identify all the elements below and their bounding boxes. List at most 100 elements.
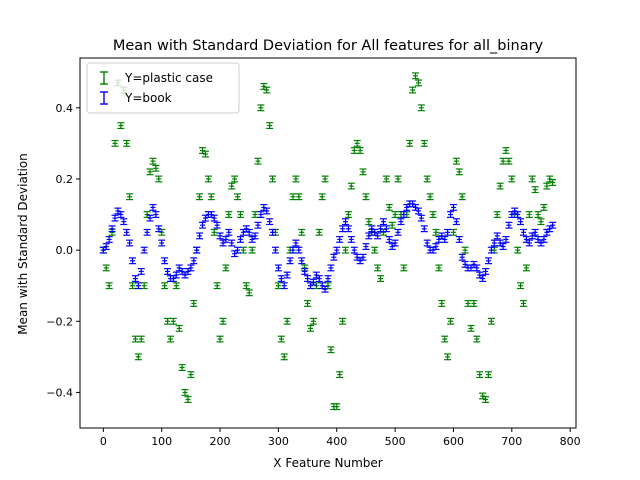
error-bar-point [385,235,393,243]
error-bar-point [143,228,151,236]
error-bar-point [257,211,265,218]
error-bar-point [251,211,259,218]
error-bar-point [190,257,198,265]
error-bar-point [309,317,317,325]
error-bar-point [306,324,314,332]
error-bar-point [455,235,463,243]
error-bar-point [493,232,501,240]
error-bar-point [528,175,536,183]
plot-marks [99,72,557,411]
error-bar-point [444,228,452,236]
error-bar-point [388,221,396,229]
legend-label: Y=plastic case [124,71,213,85]
error-bar-point [409,86,417,94]
error-bar-point [377,225,385,233]
legend-swatch [100,91,108,105]
error-bar-point [531,228,539,236]
error-bar-point [417,104,425,112]
error-bar-point [342,246,350,254]
error-bar-point [429,211,437,218]
error-bar-point [487,246,495,254]
error-bar-point [201,150,209,158]
error-bar-point [397,218,405,226]
error-bar-point [236,235,244,243]
x-tick-label: 700 [501,435,522,448]
error-bar-point [152,164,160,172]
error-bar-point [225,228,233,236]
error-bar-point [289,246,297,254]
error-bar-point [196,232,204,240]
error-bar-point [362,243,370,251]
y-tick-label: 0.2 [56,173,74,186]
series-2 [99,200,557,293]
error-bar-point [391,239,399,247]
error-bar-point [379,218,387,226]
error-bar-point [537,218,545,226]
x-ticks: 0 100 200 300 400 500 600 700 800 [100,428,581,448]
error-bar-point [155,225,163,233]
error-bar-point [543,182,551,190]
error-bar-point [315,228,323,236]
error-bar-point [280,282,288,290]
error-bar-point [236,211,244,218]
error-bar-point [178,364,186,371]
error-bar-point [248,246,256,254]
legend-label: Y=book [124,91,172,105]
error-bar-point [289,193,297,201]
error-bar-point [146,214,154,222]
error-bar-point [519,300,527,307]
error-bar-point [304,300,312,307]
error-bar-point [117,122,125,130]
error-bar-point [161,257,169,265]
x-tick-label: 300 [268,435,289,448]
error-bar-point [400,264,408,272]
legend-swatch [100,71,108,85]
error-bar-point [455,168,463,176]
error-bar-point [353,139,361,147]
error-bar-point [400,211,408,218]
error-bar-point [414,79,422,87]
error-bar-point [377,275,385,283]
error-bar-point [137,335,145,343]
error-bar-point [467,324,475,332]
error-bar-point [502,147,510,154]
error-bar-point [356,147,364,154]
error-bar-point [134,353,142,361]
error-bar-point [245,289,253,297]
error-bar-point [251,232,259,240]
error-bar-point [371,246,379,254]
error-bar-point [181,271,189,279]
error-bar-point [318,193,326,201]
y-tick-label: −0.4 [46,386,73,399]
error-bar-point [336,235,344,243]
error-bar-point [187,264,195,272]
error-bar-point [339,317,347,325]
error-bar-point [269,228,277,236]
error-bar-point [382,175,390,183]
error-bar-point [394,175,402,183]
error-bar-point [546,175,554,183]
error-bar-point [458,253,466,261]
error-bar-point [458,193,466,201]
error-bar-point [105,282,113,290]
error-bar-point [414,207,422,215]
error-bar-point [484,371,492,379]
error-bar-point [292,175,300,183]
error-bar-point [269,175,277,183]
y-tick-label: −0.2 [46,315,73,328]
error-bar-point [327,346,335,354]
error-bar-point [499,157,507,165]
legend-box [86,62,240,114]
error-bar-point [362,193,370,201]
error-bar-point [438,300,446,307]
error-bar-point [321,285,329,293]
error-bar-point [117,211,125,218]
error-bar-point [234,193,242,201]
error-bar-point [102,264,110,272]
error-bar-point [274,282,282,290]
error-bar-point [123,228,131,236]
error-bar-point [137,268,145,275]
error-bar-point [283,317,291,325]
error-bar-point [449,228,457,236]
